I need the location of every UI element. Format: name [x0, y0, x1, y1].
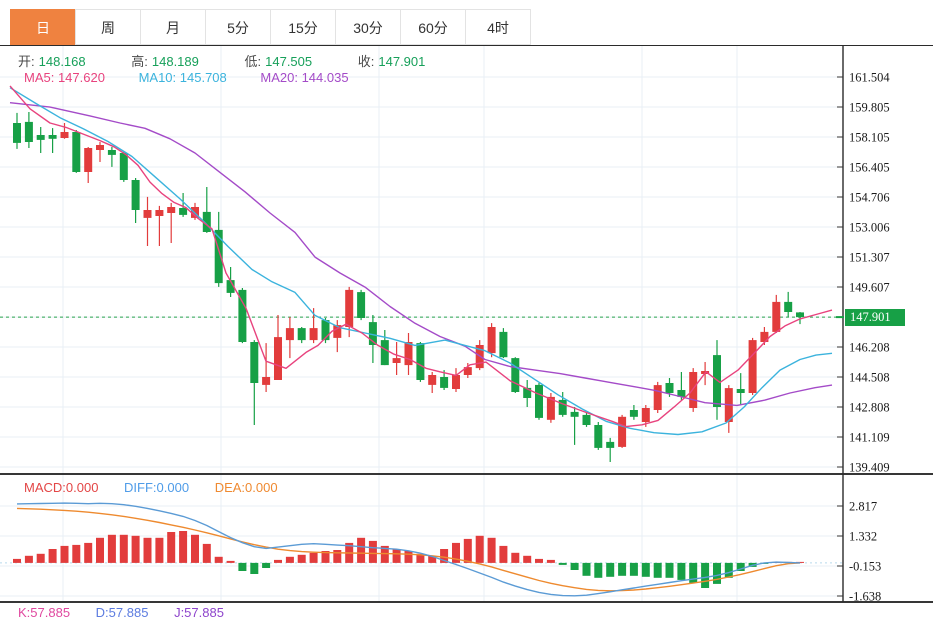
high-label: 高:: [131, 54, 148, 69]
close-value: 147.901: [378, 54, 426, 69]
kdj-readout: K:57.885 D:57.885 J:57.885: [18, 605, 228, 620]
svg-text:1.332: 1.332: [849, 530, 877, 544]
svg-text:139.409: 139.409: [849, 461, 890, 475]
macd-axis: 2.817 1.332 -0.153 -1.638: [837, 500, 881, 604]
tab-month[interactable]: 月: [140, 9, 206, 45]
macd-readout: MACD:0.000 DIFF:0.000 DEA:0.000: [24, 480, 282, 495]
ma-readout: MA5: 147.620 MA10: 145.708 MA20: 144.035: [24, 70, 353, 85]
dea-value: DEA:0.000: [214, 480, 278, 495]
ma5-value: MA5: 147.620: [24, 70, 105, 85]
svg-text:154.706: 154.706: [849, 191, 890, 205]
ma10-line: [9, 87, 833, 436]
gridlines: [0, 45, 843, 602]
last-price-badge: 147.901: [845, 309, 905, 326]
diff-value: DIFF:0.000: [124, 480, 190, 495]
tab-day[interactable]: 日: [10, 9, 76, 45]
svg-text:151.307: 151.307: [849, 251, 890, 265]
low-label: 低:: [244, 54, 262, 69]
price-axis: 161.504 159.805 158.105 156.405 154.706 153.0…: [836, 71, 890, 475]
ohlc-readout: 开: 148.168 高: 148.189 低: 147.505 收: 147.901: [18, 51, 429, 70]
k-value: K:57.885: [18, 605, 71, 620]
svg-text:144.508: 144.508: [849, 371, 890, 385]
macd-value: MACD:0.000: [24, 480, 99, 495]
macd-histogram: [13, 531, 804, 588]
ma20-line: [9, 102, 833, 407]
svg-text:159.805: 159.805: [849, 101, 890, 115]
d-value: D:57.885: [95, 605, 149, 620]
ma20-value: MA20: 144.035: [260, 70, 349, 85]
dea-line: [16, 507, 801, 592]
tab-15min[interactable]: 15分: [270, 9, 336, 45]
tab-5min[interactable]: 5分: [205, 9, 271, 45]
ma10-value: MA10: 145.708: [138, 70, 227, 85]
svg-text:-1.638: -1.638: [849, 590, 881, 604]
tab-4hour[interactable]: 4时: [465, 9, 531, 45]
svg-text:156.405: 156.405: [849, 161, 890, 175]
svg-text:141.109: 141.109: [849, 431, 890, 445]
svg-text:2.817: 2.817: [849, 500, 877, 514]
low-value: 147.505: [265, 54, 313, 69]
close-label: 收:: [357, 54, 375, 69]
svg-text:149.607: 149.607: [849, 281, 890, 295]
svg-text:142.808: 142.808: [849, 401, 890, 415]
svg-text:158.105: 158.105: [849, 131, 890, 145]
j-value: J:57.885: [174, 605, 224, 620]
tab-week[interactable]: 周: [75, 9, 141, 45]
tab-30min[interactable]: 30分: [335, 9, 401, 45]
panel-borders: [0, 45, 933, 603]
svg-text:-0.153: -0.153: [849, 560, 881, 574]
svg-text:161.504: 161.504: [849, 71, 890, 85]
open-label: 开:: [18, 54, 35, 69]
open-value: 148.168: [38, 54, 86, 69]
tab-60min[interactable]: 60分: [400, 9, 466, 45]
svg-text:146.208: 146.208: [849, 341, 890, 355]
ma5-line: [9, 85, 833, 428]
svg-text:153.006: 153.006: [849, 221, 890, 235]
diff-line: [16, 502, 801, 597]
period-tabbar: 日 周 月 5分 15分 30分 60分 4时: [0, 0, 933, 45]
high-value: 148.189: [151, 54, 199, 69]
